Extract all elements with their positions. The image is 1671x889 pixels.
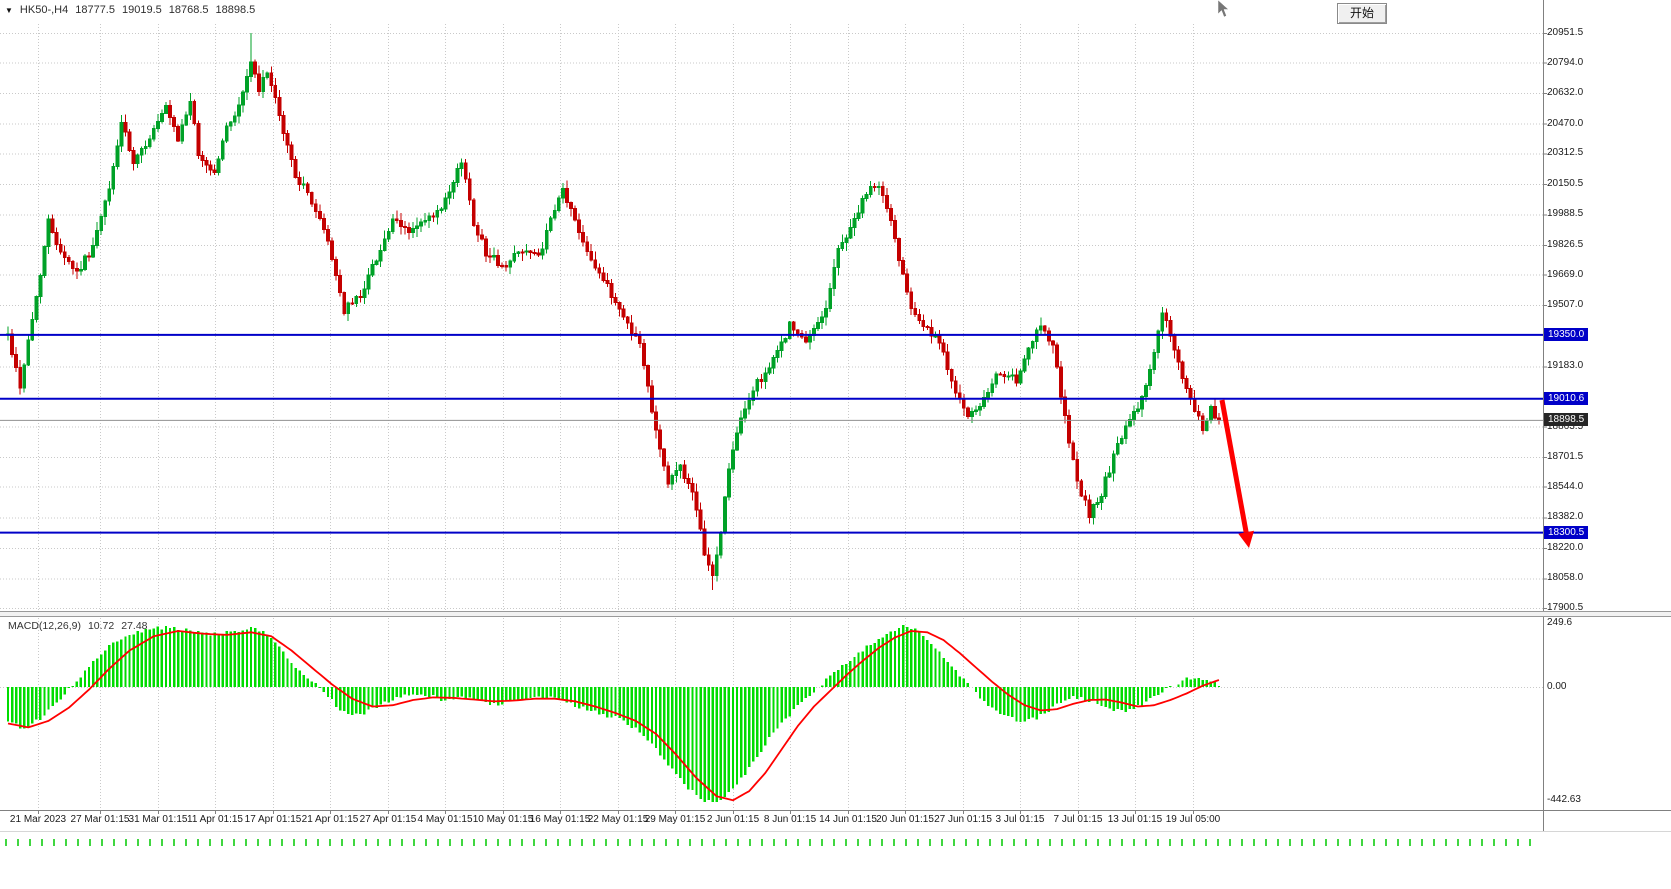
ohlc-high: 19019.5	[121, 4, 162, 16]
macd-scale-min: -442.63	[1547, 794, 1581, 805]
candles-down	[10, 59, 1221, 591]
ohlc-close: 18898.5	[215, 4, 256, 16]
symbol-name: HK50-,H4	[19, 4, 69, 16]
macd-signal-line	[7, 630, 1220, 802]
candles-up	[6, 33, 1213, 582]
macd-indicator-label: MACD(12,26,9) 10.72 27.48	[8, 620, 148, 632]
panel-separator[interactable]	[0, 611, 1671, 617]
grid-layer	[0, 24, 1543, 808]
macd-signal-value: 27.48	[121, 620, 148, 632]
symbol-dropdown-icon[interactable]: ▼	[5, 5, 13, 15]
macd-scale-zero: 0.00	[1547, 681, 1567, 692]
macd-histogram	[6, 624, 1221, 803]
mouse-cursor	[1217, 0, 1230, 18]
ohlc-low: 18768.5	[168, 4, 209, 16]
symbol-info: ▼ HK50-,H4 18777.5 19019.5 18768.5 18898…	[5, 4, 255, 16]
macd-scale-max: 249.6	[1547, 617, 1573, 628]
bottom-tick-strip	[5, 839, 1531, 846]
macd-title: MACD(12,26,9)	[8, 620, 81, 632]
trend-arrow[interactable]	[1219, 399, 1254, 548]
macd-main-value: 10.72	[87, 620, 115, 632]
start-button[interactable]: 开始	[1337, 3, 1387, 24]
chart-frame	[0, 0, 1671, 832]
ohlc-open: 18777.5	[75, 4, 115, 16]
